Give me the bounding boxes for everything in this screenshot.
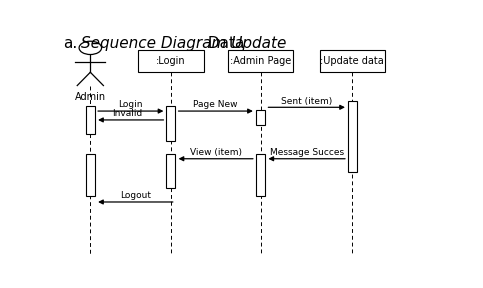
Text: Admin: Admin [75,92,106,102]
Bar [256,110,265,126]
Bar [320,50,385,72]
Text: Data: Data [203,36,244,51]
Bar [85,105,95,134]
Text: Invalid: Invalid [112,109,142,118]
Bar [138,50,203,72]
Bar [228,50,293,72]
Bar [166,105,175,141]
Text: :Login: :Login [156,56,185,66]
Text: Message Succes: Message Succes [270,148,344,157]
Text: :Update data: :Update data [321,56,384,66]
Text: :Admin Page: :Admin Page [230,56,291,66]
Bar [85,154,95,196]
Text: a.: a. [63,36,78,51]
Text: Sequence Diagram Update: Sequence Diagram Update [81,36,286,51]
Text: View (item): View (item) [190,148,242,157]
Text: Sent (item): Sent (item) [281,96,332,105]
Text: Logout: Logout [120,191,151,200]
Text: Page New: Page New [194,100,238,109]
Text: Login: Login [118,100,143,109]
Bar [166,154,175,187]
Bar [256,154,265,196]
Bar [348,101,357,172]
